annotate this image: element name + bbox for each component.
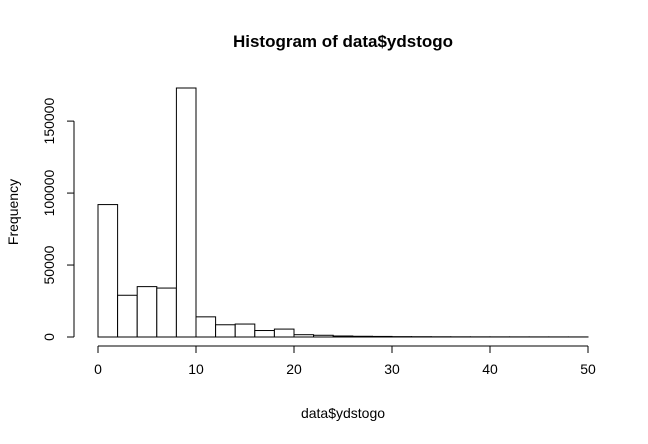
y-tick-label: 150000	[41, 98, 57, 145]
x-axis: 0 10 20 30 40 50	[94, 345, 596, 377]
histogram-bar	[117, 294, 138, 338]
y-tick-label: 50000	[41, 245, 57, 284]
histogram-bar	[293, 334, 315, 338]
histogram-bar	[97, 204, 119, 338]
histogram-bar	[273, 328, 295, 338]
histogram-bar	[175, 87, 197, 338]
x-tick-label: 40	[482, 361, 498, 377]
y-tick-label: 100000	[41, 169, 57, 216]
histogram-bar	[215, 324, 236, 338]
bars-group	[97, 87, 589, 338]
y-axis: 0 50000 100000 150000	[41, 98, 75, 341]
histogram-bar	[195, 316, 217, 338]
x-tick-label: 20	[286, 361, 302, 377]
x-tick-label: 0	[94, 361, 102, 377]
histogram-bar	[234, 323, 256, 338]
histogram-bar	[371, 335, 393, 338]
x-tick-label: 30	[384, 361, 400, 377]
x-axis-label: data$ydstogo	[301, 405, 385, 421]
histogram-bar	[156, 287, 177, 338]
x-tick-label: 10	[188, 361, 204, 377]
y-axis-label: Frequency	[5, 179, 21, 245]
x-tick-label: 50	[580, 361, 596, 377]
y-tick-label: 0	[41, 333, 57, 341]
histogram-bar	[254, 330, 275, 338]
histogram-bar	[332, 335, 354, 338]
histogram-bar	[313, 334, 334, 338]
chart-title: Histogram of data$ydstogo	[233, 32, 453, 51]
histogram-bar	[352, 335, 373, 338]
histogram-bar	[136, 286, 158, 338]
